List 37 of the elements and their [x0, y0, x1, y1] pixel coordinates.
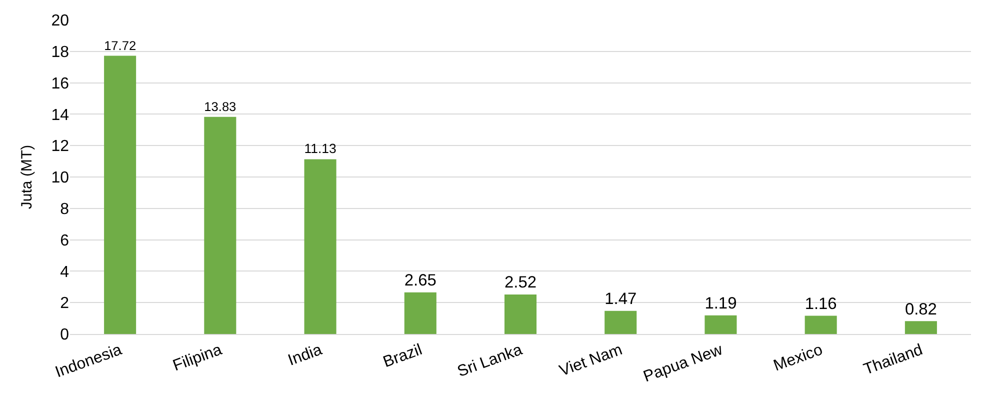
y-tick-label: 12 — [51, 138, 70, 156]
bar — [804, 316, 837, 334]
bar — [604, 310, 637, 334]
y-tick-label: 0 — [60, 326, 70, 344]
x-tick-label: Brazil — [381, 342, 424, 372]
bar — [704, 315, 737, 334]
x-tick-label: Sri Lanka — [455, 341, 525, 381]
x-tick-label: Viet Nam — [557, 342, 625, 380]
bar — [104, 56, 136, 334]
y-tick-label: 8 — [60, 201, 70, 218]
bar — [904, 321, 937, 334]
x-tick-label: Mexico — [771, 341, 826, 375]
data-label: 13.83 — [204, 98, 236, 114]
data-label: 2.52 — [504, 274, 536, 292]
y-tick-label: 20 — [51, 12, 70, 30]
bar — [404, 292, 436, 334]
bar — [504, 294, 537, 334]
x-tick-label: India — [286, 341, 324, 370]
y-tick-label: 4 — [60, 264, 70, 281]
bar — [304, 159, 336, 334]
data-label: 11.13 — [304, 141, 336, 156]
data-label: 2.65 — [404, 272, 436, 290]
x-tick-label: Papua New — [641, 341, 726, 386]
data-label: 1.16 — [804, 294, 837, 313]
y-tick-label: 10 — [51, 170, 70, 187]
y-tick-label: 16 — [51, 75, 70, 92]
data-label: 17.72 — [104, 38, 136, 53]
y-tick-label: 14 — [51, 106, 70, 124]
data-label: 1.19 — [704, 294, 737, 312]
y-axis-title: Juta (MT) — [18, 144, 36, 210]
y-tick-label: 6 — [60, 232, 70, 250]
data-label: 0.82 — [904, 300, 937, 318]
data-label: 1.47 — [604, 290, 637, 308]
x-tick-label: Filipina — [170, 341, 224, 375]
y-tick-label: 2 — [60, 295, 70, 312]
y-tick-label: 18 — [51, 44, 70, 61]
bar — [204, 116, 236, 334]
